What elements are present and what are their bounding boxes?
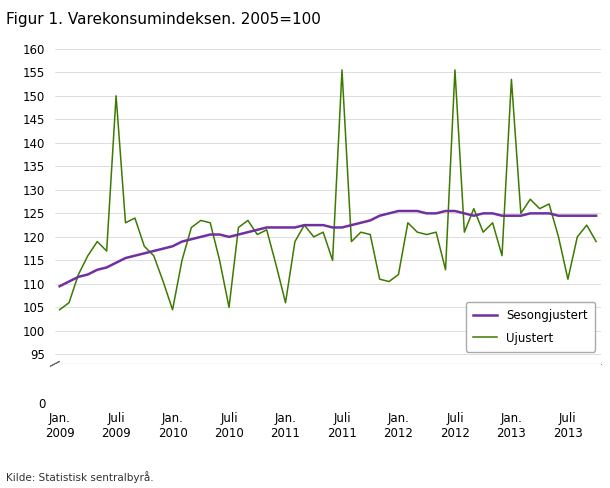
Ujustert xyxy=(188,224,195,230)
Ujustert xyxy=(423,232,431,238)
Ujustert xyxy=(339,67,346,73)
Sesongjustert xyxy=(517,213,525,219)
Sesongjustert xyxy=(395,208,402,214)
Ujustert xyxy=(461,229,468,235)
Sesongjustert xyxy=(423,210,431,216)
Sesongjustert xyxy=(573,213,581,219)
Ujustert xyxy=(517,210,525,216)
Sesongjustert xyxy=(461,210,468,216)
Text: Kilde: Statistisk sentralbyrå.: Kilde: Statistisk sentralbyrå. xyxy=(6,471,154,483)
Ujustert xyxy=(56,307,63,313)
Text: Figur 1. Varekonsumindeksen. 2005=100: Figur 1. Varekonsumindeksen. 2005=100 xyxy=(6,12,321,27)
Ujustert xyxy=(178,258,185,264)
Ujustert xyxy=(592,239,600,244)
Line: Sesongjustert: Sesongjustert xyxy=(60,211,596,286)
Legend: Sesongjustert, Ujustert: Sesongjustert, Ujustert xyxy=(466,302,595,352)
Ujustert xyxy=(573,234,581,240)
Sesongjustert xyxy=(56,284,63,289)
Sesongjustert xyxy=(188,236,195,242)
Line: Ujustert: Ujustert xyxy=(60,70,596,310)
Sesongjustert xyxy=(592,213,600,219)
Sesongjustert xyxy=(178,239,185,244)
